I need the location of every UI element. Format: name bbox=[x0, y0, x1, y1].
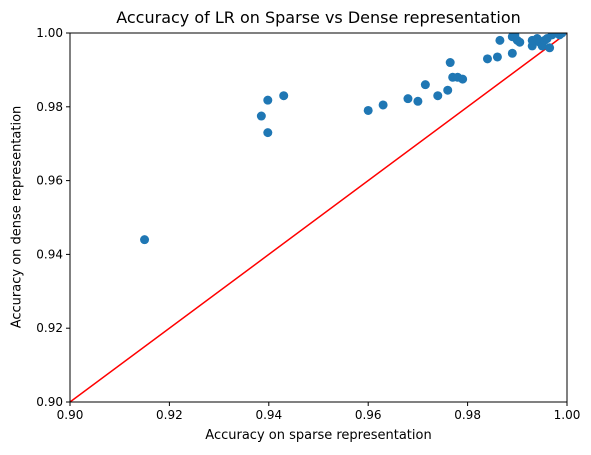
scatter-point bbox=[263, 128, 273, 138]
y-tick-label: 0.96 bbox=[36, 174, 63, 188]
axes-frame bbox=[69, 32, 568, 403]
x-tick-label: 0.96 bbox=[355, 408, 382, 422]
x-tick-label: 0.92 bbox=[156, 408, 183, 422]
x-axis-label: Accuracy on sparse representation bbox=[205, 428, 432, 443]
reference-line bbox=[69, 32, 568, 403]
scatter-point bbox=[433, 91, 443, 101]
scatter-point bbox=[443, 85, 453, 95]
scatter-point bbox=[557, 33, 567, 38]
y-tick-label: 0.90 bbox=[36, 395, 63, 409]
scatter-point bbox=[495, 35, 505, 45]
scatter-point bbox=[413, 96, 423, 106]
x-tick-label: 0.90 bbox=[57, 408, 84, 422]
scatter-point bbox=[256, 111, 266, 121]
x-tick-label: 1.00 bbox=[554, 408, 581, 422]
scatter-point bbox=[420, 80, 430, 90]
x-tick-label: 0.94 bbox=[255, 408, 282, 422]
x-tick-label: 0.98 bbox=[454, 408, 481, 422]
y-tick-label: 0.92 bbox=[36, 321, 63, 335]
scatter-point bbox=[458, 74, 468, 84]
scatter-point bbox=[445, 58, 455, 68]
scatter-point bbox=[545, 43, 555, 53]
y-tick-label: 1.00 bbox=[36, 26, 63, 40]
scatter-point bbox=[515, 37, 525, 47]
chart-title: Accuracy of LR on Sparse vs Dense repres… bbox=[116, 8, 521, 27]
scatter-point bbox=[482, 54, 492, 64]
scatter-point bbox=[403, 94, 413, 104]
y-tick-label: 0.94 bbox=[36, 247, 63, 261]
y-axis-label: Accuracy on dense representation bbox=[9, 105, 25, 329]
scatter-point bbox=[363, 105, 373, 115]
scatter-point bbox=[492, 52, 502, 62]
scatter-point bbox=[378, 100, 388, 110]
scatter-point bbox=[279, 91, 289, 101]
scatter-point bbox=[140, 235, 150, 245]
scatter-point bbox=[507, 48, 517, 58]
y-tick-label: 0.98 bbox=[36, 100, 63, 114]
scatter-point bbox=[263, 95, 273, 105]
